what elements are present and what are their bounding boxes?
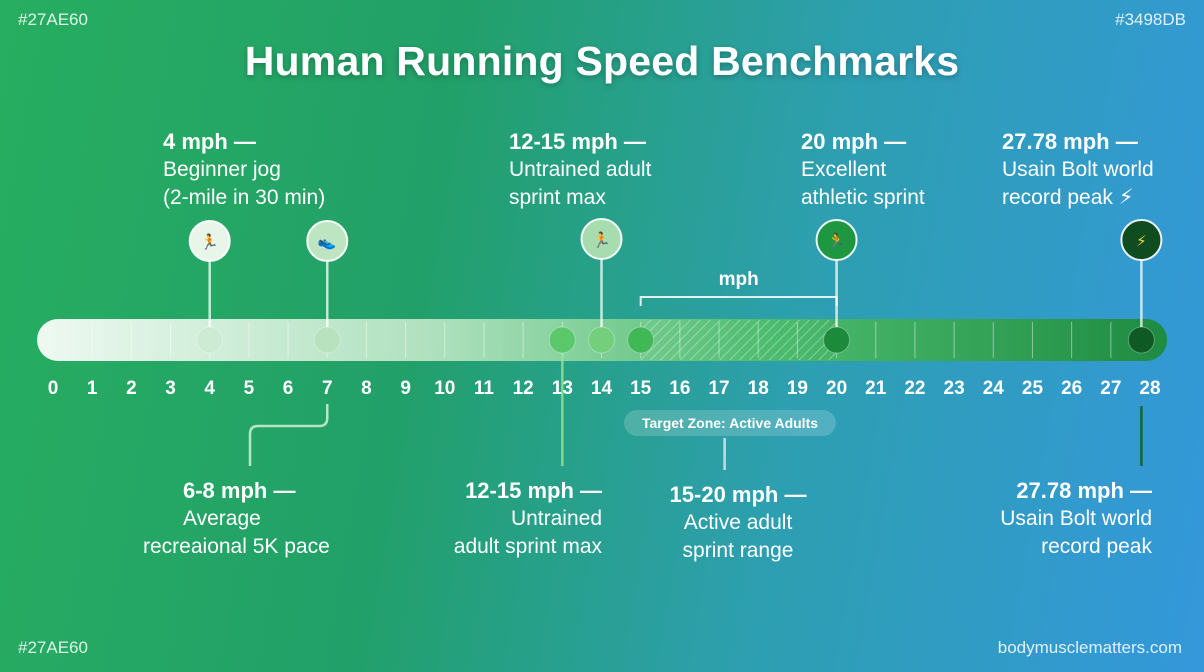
bottom-connector-line — [248, 404, 329, 466]
icon-glyph: 🏃 — [827, 232, 846, 250]
top-label-27-78mph: 27.78 mph — Usain Bolt world record peak… — [1002, 128, 1154, 212]
tick-label: 21 — [865, 378, 887, 399]
corner-label-bottom-left: #27AE60 — [18, 638, 88, 657]
tick-label: 0 — [48, 378, 59, 399]
icon-glyph: 🏃 — [200, 233, 219, 251]
bottom-label-heading: 27.78 mph — — [1016, 478, 1152, 503]
tick-label: 2 — [126, 378, 137, 399]
tick-label: 25 — [1022, 378, 1044, 399]
tick-label: 7 — [322, 378, 333, 399]
athlete-icon: 🏃 — [815, 219, 858, 261]
bottom-label-heading: 12-15 mph — — [465, 478, 602, 503]
tick-label: 6 — [283, 378, 294, 399]
track-dot — [588, 326, 615, 354]
track-dot — [627, 326, 655, 354]
bottom-label-line: record peak — [1041, 535, 1152, 558]
tick-label: 19 — [787, 378, 808, 399]
bottom-label-27-78mph: 27.78 mph — Usain Bolt world record peak — [1000, 477, 1152, 561]
bottom-label-line: recreaional 5K pace — [143, 535, 330, 558]
icon-badge — [188, 220, 231, 262]
top-label-line: record peak ⚡ — [1002, 186, 1134, 209]
sprinter-icon: 🏃 — [580, 218, 623, 260]
track-dot — [548, 326, 576, 354]
tick-label: 9 — [400, 378, 411, 399]
bottom-label-line: Untrained — [510, 507, 602, 530]
tick-label: 26 — [1061, 378, 1082, 399]
runner-icon: 🏃 — [188, 220, 231, 262]
icon-glyph: 🏃 — [592, 231, 611, 249]
bottom-label-line: Usain Bolt world — [1000, 507, 1152, 530]
top-label-heading: 20 mph — — [801, 129, 907, 154]
target-zone-label: Target Zone: Active Adults — [624, 410, 836, 436]
icon-glyph: 👟 — [318, 234, 337, 251]
bottom-label-heading: 6-8 mph — — [183, 478, 296, 503]
tick-label: 8 — [361, 378, 372, 399]
track-dot — [823, 326, 851, 354]
top-label-12-15mph: 12-15 mph — Untrained adult sprint max — [509, 128, 651, 212]
tick-label: 28 — [1139, 378, 1160, 399]
tick-label: 18 — [748, 378, 769, 399]
top-label-line: Beginner jog — [163, 158, 281, 181]
bottom-label-line: Active adult — [683, 511, 793, 534]
page-title: Human Running Speed Benchmarks — [244, 38, 960, 84]
bottom-label-line: sprint range — [682, 539, 794, 562]
top-label-heading: 12-15 mph — — [509, 129, 646, 154]
track-dot — [1127, 326, 1155, 354]
top-label-line: Excellent — [801, 158, 887, 181]
top-label-heading: 4 mph — — [163, 129, 256, 154]
corner-label-top-left: #27AE60 — [18, 10, 88, 29]
tick-label: 4 — [204, 378, 215, 399]
top-label-20mph: 20 mph — Excellent athletic sprint — [801, 128, 925, 212]
shoe-icon: 👟 — [306, 220, 349, 262]
top-label-line: sprint max — [509, 186, 606, 209]
icon-badge — [815, 219, 858, 261]
icon-badge — [306, 220, 349, 262]
tick-label: 1 — [87, 378, 98, 399]
icon-glyph: ⚡ — [1136, 233, 1147, 250]
bottom-label-line: Average — [183, 507, 261, 530]
top-label-4mph: 4 mph — Beginner jog (2-mile in 30 min) — [163, 128, 325, 212]
track-dot — [196, 326, 224, 354]
tick-label: 3 — [165, 378, 176, 399]
top-label-line: athletic sprint — [801, 186, 925, 209]
tick-label: 15 — [630, 378, 652, 399]
tick-label: 10 — [434, 378, 455, 399]
track-dot — [313, 326, 341, 354]
tick-label: 27 — [1100, 378, 1121, 399]
top-label-line: (2-mile in 30 min) — [163, 186, 326, 209]
tick-label: 12 — [513, 378, 534, 399]
bottom-label-heading: 15-20 mph — — [669, 482, 807, 507]
range-bracket — [639, 296, 838, 306]
top-label-line: Untrained adult — [509, 158, 652, 181]
target-zone-band — [640, 320, 837, 360]
lightning-icon: ⚡ — [1120, 219, 1163, 261]
corner-label-top-right: #3498DB — [1115, 10, 1186, 29]
tick-label: 22 — [904, 378, 925, 399]
tick-label: 17 — [708, 378, 729, 399]
range-bracket-label: mph — [719, 269, 759, 290]
tick-label: 16 — [669, 378, 690, 399]
icon-badge — [580, 218, 623, 260]
top-label-heading: 27.78 mph — — [1002, 129, 1138, 154]
bottom-label-12-15mph: 12-15 mph — Untrained adult sprint max — [454, 477, 602, 561]
tick-label: 23 — [944, 378, 965, 399]
tick-label: 11 — [474, 378, 495, 399]
bottom-label-15-20mph: 15-20 mph — Active adult sprint range — [638, 481, 838, 565]
source-url: bodymusclematters.com — [997, 638, 1182, 657]
tick-label: 24 — [983, 378, 1005, 399]
tick-label: 5 — [244, 378, 255, 399]
top-label-line: Usain Bolt world — [1002, 158, 1154, 181]
bottom-label-line: adult sprint max — [453, 535, 602, 558]
bottom-label-6-8mph: 6-8 mph — Average recreaional 5K pace — [143, 477, 330, 561]
tick-label: 20 — [826, 378, 847, 399]
icon-badge — [1120, 219, 1163, 261]
tick-label: 14 — [591, 378, 613, 399]
